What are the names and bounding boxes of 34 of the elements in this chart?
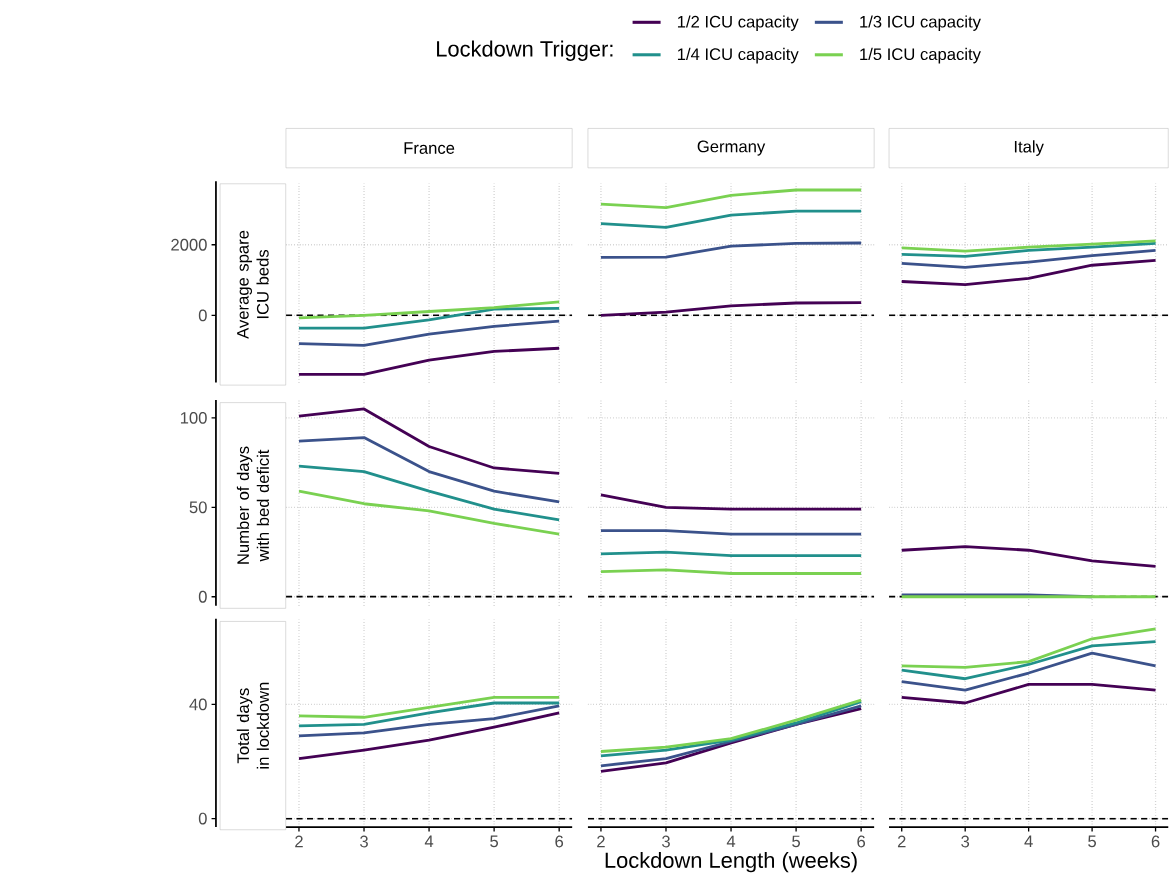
chart-title: France [404,142,455,155]
y-tick-label: 40 [189,698,207,711]
x-tick-label: 5 [490,835,499,848]
y-tick-label: 0 [198,591,207,603]
x-tick-label: 6 [857,835,866,848]
y-axis-title: Average spare ICU beds [237,230,269,339]
y-axis-title: Total days in lockdown [236,682,269,769]
y-tick-label: 100 [180,412,207,424]
legend-label: 1/4 ICU capacity [677,48,799,64]
y-tick-label: 2000 [171,239,207,251]
x-tick-label: 3 [662,835,670,848]
x-tick-label: 5 [792,835,801,848]
x-axis-title: Lockdown Length (weeks) [605,852,857,873]
x-tick-label: 2 [897,835,906,848]
x-tick-label: 6 [555,835,564,848]
legend-label: 1/5 ICU capacity [860,48,981,64]
x-tick-label: 4 [424,835,434,848]
x-tick-label: 2 [597,835,605,848]
x-tick-label: 6 [1151,835,1160,848]
x-tick-label: 2 [295,835,303,848]
y-tick-label: 50 [189,501,207,514]
x-tick-label: 4 [726,835,736,848]
chart-title: Germany [697,140,766,156]
chart-title: Italy [1014,140,1044,157]
x-tick-label: 5 [1088,835,1097,848]
legend-label: 1/3 ICU capacity [860,15,981,32]
y-axis-title: Number of days with bed deficit [236,446,269,564]
y-tick-label: 0 [198,309,207,322]
y-tick-label: 0 [198,812,207,825]
legend-title: Lockdown Trigger: [437,40,613,62]
legend-label: 1/2 ICU capacity [677,15,799,32]
x-tick-label: 4 [1024,835,1033,848]
x-tick-label: 3 [961,835,970,848]
x-tick-label: 3 [360,835,368,848]
